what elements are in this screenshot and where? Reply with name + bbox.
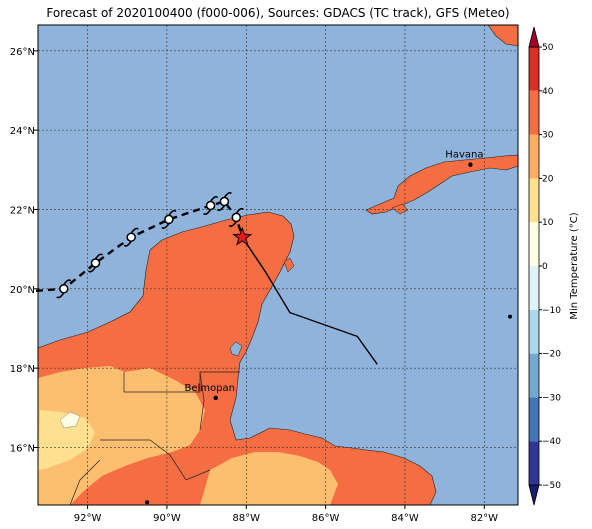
land-isle-of-youth: [391, 203, 409, 215]
city-label: Havana: [445, 150, 483, 161]
tick-label-lat: 18°N: [10, 364, 35, 375]
storm-position-star-icon: [232, 226, 253, 246]
colorbar-bin: [529, 309, 539, 354]
map-frame: [37, 24, 519, 506]
map-body: [38, 25, 518, 505]
colorbar-tick-label: 10: [542, 218, 554, 228]
colorbar-tick-label: 20: [542, 174, 554, 184]
colorbar-tick-label: −40: [542, 437, 561, 447]
colorbar-tick-label: −50: [542, 481, 561, 491]
colorbar-tick-label: −10: [542, 306, 561, 316]
land-cuba: [365, 154, 518, 215]
colorbar-tick-label: 50: [542, 43, 554, 53]
storm-tracks: [35, 200, 378, 365]
land-guatemala-mild: [38, 366, 205, 505]
city-dot: [468, 162, 473, 167]
border-mexico-guatemala: [123, 371, 240, 393]
colorbar-bin: [529, 47, 539, 91]
colorbar-tick-label: −30: [542, 393, 561, 403]
tick-label-lon: 86°W: [312, 513, 340, 524]
colorbar-bin: [529, 90, 539, 135]
past-track-line: [241, 236, 378, 365]
cyclone-icon: [203, 195, 219, 216]
colorbar-bin: [529, 222, 539, 266]
tick-label-lon: 90°W: [153, 513, 181, 524]
city-label: Belmopan: [184, 383, 234, 394]
forecast-track-line: [35, 200, 244, 292]
colorbar-bin: [529, 441, 539, 485]
tick-label-lon: 82°W: [470, 513, 498, 524]
tick-label-lat: 26°N: [10, 47, 35, 58]
tick-label-lon: 88°W: [232, 513, 260, 524]
colorbar-bin: [529, 353, 539, 398]
colorbar-bin: [529, 266, 539, 310]
colorbar-bin: [529, 134, 539, 179]
land-highland-light: [59, 411, 81, 429]
longitude-ticks: 92°W 90°W 88°W 86°W 84°W 82°W: [74, 505, 498, 524]
colorbar-under-arrow: [528, 484, 540, 506]
tick-label-lat: 16°N: [10, 443, 35, 454]
colorbar-over-arrow: [528, 26, 540, 48]
land-florida: [487, 25, 518, 47]
land-coast-detail: [229, 341, 243, 357]
colorbar: −50 −40 −30 −20 −10 0 10 20 30 40 50 Min Temperatur…: [528, 26, 580, 506]
cyclone-icon: [123, 227, 139, 247]
colorbar-tick-label: 0: [542, 262, 548, 272]
latitude-ticks: 16°N 18°N 20°N 22°N 24°N 26°N: [10, 47, 38, 454]
colorbar-tick-label: −20: [542, 350, 561, 360]
storm-symbols: [56, 191, 253, 299]
border-belize: [199, 371, 205, 431]
tick-label-lon: 92°W: [74, 513, 102, 524]
colorbar-label: Min Temperature (°C): [569, 212, 580, 319]
land-honduras-mild: [200, 452, 338, 505]
location-dot: [508, 314, 513, 319]
cyclone-icon: [56, 279, 72, 299]
land-belize-pale: [38, 410, 95, 470]
cyclone-icon: [228, 207, 244, 227]
tick-label-lon: 84°W: [391, 513, 419, 524]
colorbar-tick-label: 30: [542, 131, 554, 141]
border-central: [69, 459, 101, 505]
cyclone-icon: [161, 209, 177, 229]
map-title: Forecast of 2020100400 (f000-006), Sourc…: [46, 6, 510, 20]
tick-label-lat: 22°N: [10, 205, 35, 216]
land-cozumel: [283, 257, 295, 273]
colorbar-bin: [529, 178, 539, 223]
tick-label-lat: 20°N: [10, 285, 35, 296]
cities-layer: Havana Belmopan: [145, 150, 513, 505]
cyclone-icon: [216, 191, 232, 212]
colorbar-tick-label: 40: [542, 87, 554, 97]
colorbar-bin: [529, 397, 539, 442]
graticule: [38, 25, 518, 505]
city-dot: [213, 395, 218, 401]
border-guatemala-honduras: [100, 439, 211, 481]
cyclone-icon: [87, 253, 104, 273]
tick-label-lat: 24°N: [10, 126, 35, 137]
location-dot: [145, 500, 150, 505]
